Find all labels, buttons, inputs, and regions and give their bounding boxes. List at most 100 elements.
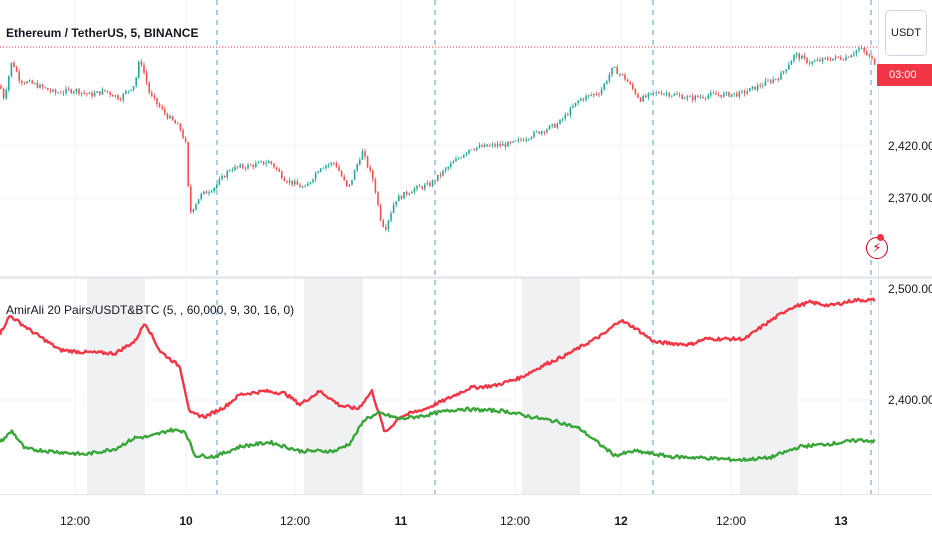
candle-body	[806, 57, 808, 63]
candle-body	[712, 92, 715, 94]
candle-body	[548, 125, 551, 130]
candle-body	[385, 226, 387, 230]
candle-body	[741, 91, 743, 92]
usdt-line	[0, 297, 876, 433]
candle-body	[429, 182, 431, 187]
candle-body	[218, 179, 221, 185]
candle-body	[182, 130, 184, 139]
candle-body	[288, 180, 291, 183]
candle-body	[174, 120, 176, 124]
candle-body	[603, 83, 605, 90]
candle-body	[431, 180, 434, 187]
candle-body	[239, 164, 241, 168]
candle-body	[424, 184, 426, 189]
lightning-icon[interactable]: ⚡	[866, 237, 888, 259]
candle-body	[637, 94, 639, 98]
candle-body	[15, 67, 18, 72]
candle-body	[317, 171, 319, 174]
candle-body	[26, 81, 28, 84]
candle-body	[117, 95, 119, 100]
candle-body	[39, 84, 41, 88]
candle-body	[400, 195, 403, 199]
candle-body	[871, 56, 873, 59]
currency-button[interactable]: USDT	[885, 10, 927, 56]
candle-body	[694, 95, 696, 100]
candle-body	[585, 95, 587, 100]
candle-body	[301, 186, 304, 188]
candle-body	[213, 187, 215, 192]
candle-body	[101, 89, 104, 95]
session-shade	[304, 278, 363, 494]
candle-body	[684, 98, 686, 100]
candle-body	[203, 191, 205, 194]
candle-body	[710, 92, 712, 96]
price-tick-label: 2,420.00	[888, 139, 932, 153]
candle-body	[257, 162, 260, 164]
candle-body	[827, 58, 829, 60]
candle-body	[403, 191, 405, 199]
candle-body	[413, 188, 416, 192]
candle-body	[340, 171, 343, 177]
candle-body	[244, 167, 247, 169]
candle-body	[99, 91, 101, 95]
candle-body	[195, 204, 197, 210]
candle-body	[65, 88, 67, 93]
candle-body	[486, 144, 488, 147]
candle-body	[395, 201, 397, 205]
candle-body	[494, 144, 496, 147]
candle-body	[348, 184, 351, 186]
candle-body	[775, 78, 777, 80]
candle-body	[23, 82, 26, 84]
candle-body	[517, 139, 520, 141]
candle-body	[764, 80, 767, 86]
candle-body	[689, 96, 691, 97]
candle-body	[234, 166, 236, 171]
candle-body	[873, 58, 876, 65]
candle-body	[112, 94, 114, 97]
candle-body	[330, 162, 332, 165]
candle-body	[642, 95, 644, 102]
candle-body	[580, 98, 582, 101]
candle-body	[502, 143, 504, 146]
candle-body	[262, 161, 265, 165]
indicator-tick-label: 2,400.00	[888, 393, 932, 407]
candle-body	[156, 97, 158, 105]
candle-body	[109, 92, 111, 95]
candle-body	[512, 141, 514, 143]
candle-body	[561, 118, 564, 120]
candle-body	[450, 163, 452, 167]
candle-body	[801, 55, 803, 59]
time-tick-label: 12	[614, 514, 628, 528]
candle-body	[754, 86, 756, 90]
candle-body	[577, 100, 579, 103]
time-tick-label: 11	[395, 514, 408, 528]
candle-body	[460, 157, 462, 159]
candle-body	[138, 61, 140, 78]
candle-body	[824, 58, 826, 59]
candle-body	[686, 96, 689, 99]
candle-body	[626, 79, 629, 83]
candle-body	[717, 94, 720, 96]
candle-body	[567, 114, 569, 116]
candle-body	[353, 170, 356, 180]
candle-body	[447, 166, 449, 169]
candle-body	[814, 60, 816, 62]
candle-body	[421, 186, 423, 189]
candle-body	[821, 58, 824, 62]
candle-body	[556, 123, 559, 128]
time-tick-label: 12:00	[500, 514, 530, 528]
candle-body	[164, 108, 166, 114]
candle-body	[78, 89, 80, 94]
candle-body	[699, 96, 702, 98]
candle-body	[335, 163, 338, 167]
candle-body	[135, 77, 137, 86]
candle-body	[845, 56, 847, 61]
candle-body	[452, 161, 455, 164]
candle-body	[187, 142, 189, 187]
candle-body	[847, 56, 850, 58]
candle-body	[268, 161, 270, 164]
candle-body	[559, 119, 561, 124]
candle-body	[470, 149, 473, 151]
candle-body	[481, 145, 483, 147]
